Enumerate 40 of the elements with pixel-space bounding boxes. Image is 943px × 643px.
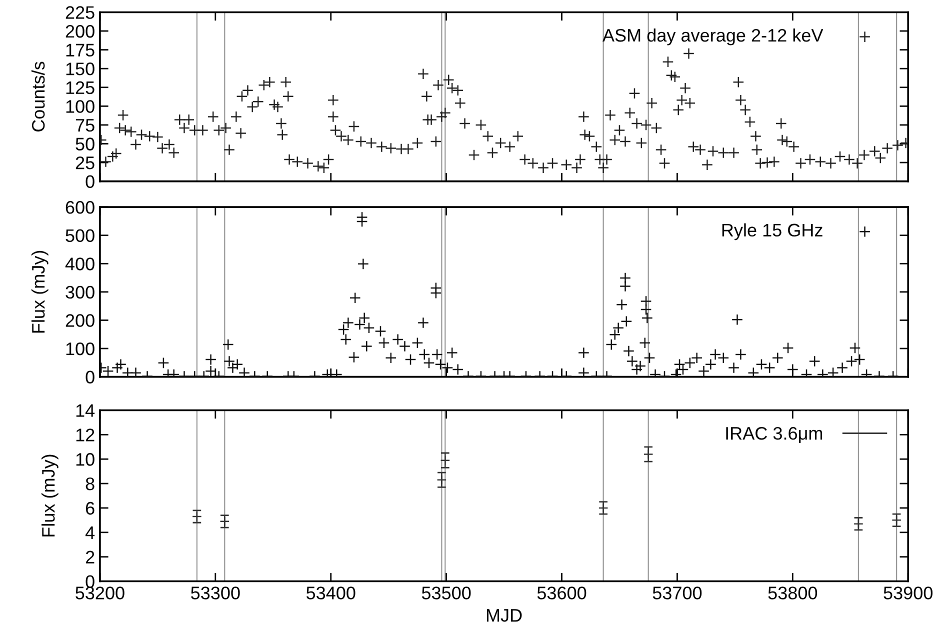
y-tick-label: 500 <box>66 229 94 242</box>
x-tick-label: 53500 <box>422 586 471 600</box>
y-axis-title: Flux (mJy) <box>31 250 48 333</box>
y-tick-label: 50 <box>76 138 94 150</box>
x-tick-label: 53600 <box>537 586 586 600</box>
y-tick-label: 225 <box>66 6 94 19</box>
legend-label: IRAC 3.6μm <box>726 426 822 444</box>
y-tick-label: 6 <box>86 502 94 515</box>
y-axis-title: Flux (mJy) <box>42 454 58 536</box>
y-tick-label: 400 <box>65 258 94 270</box>
legend-label: ASM day average 2-12 keV <box>602 28 824 46</box>
x-tick-label: 53700 <box>652 586 702 600</box>
y-tick-label: 100 <box>66 342 94 356</box>
y-tick-label: 100 <box>66 100 94 113</box>
y-tick-label: 0 <box>86 575 94 588</box>
y-tick-label: 75 <box>76 119 94 132</box>
y-tick-label: 0 <box>86 175 94 188</box>
y-tick-label: 8 <box>86 477 94 490</box>
x-tick-label: 53900 <box>884 586 933 600</box>
y-tick-label: 14 <box>76 404 95 417</box>
x-tick-label: 53300 <box>191 586 240 600</box>
x-tick-label: 53400 <box>306 586 356 600</box>
x-tick-label: 53200 <box>76 586 124 600</box>
y-tick-label: 2 <box>86 550 94 564</box>
y-tick-label: 4 <box>85 526 95 539</box>
y-tick-label: 600 <box>66 200 94 214</box>
y-tick-label: 0 <box>86 370 94 384</box>
y-tick-label: 150 <box>66 62 94 76</box>
y-tick-label: 25 <box>76 156 94 170</box>
y-axis-title: Counts/s <box>31 62 45 132</box>
y-tick-label: 10 <box>76 453 94 466</box>
y-tick-label: 200 <box>66 24 94 38</box>
y-tick-label: 300 <box>66 286 94 299</box>
legend-label: Ryle 15 GHz <box>722 223 822 240</box>
x-tick-label: 53800 <box>768 586 818 600</box>
x-axis-title: MJD <box>486 609 522 622</box>
y-tick-label: 125 <box>66 81 94 94</box>
y-tick-label: 200 <box>66 314 94 327</box>
y-tick-label: 175 <box>66 44 94 57</box>
y-tick-label: 12 <box>76 428 94 442</box>
